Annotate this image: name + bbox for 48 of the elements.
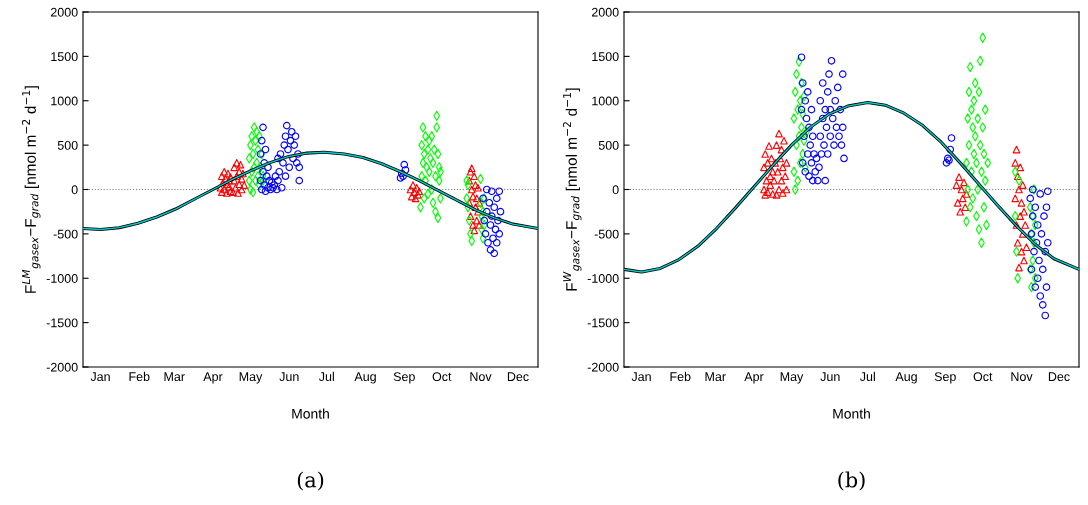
y-tick-label: 1500 (51, 52, 78, 62)
y-tick-label: 1500 (592, 52, 619, 62)
x-axis-title: Month (292, 408, 329, 419)
x-tick-label: Feb (129, 371, 150, 382)
x-tick-label: Jun (820, 372, 840, 382)
x-tick-label: Sep (934, 372, 956, 384)
y-tick-label: 1000 (592, 96, 619, 106)
x-tick-label: Nov (1011, 372, 1033, 382)
x-tick-label: Jun (279, 372, 299, 382)
x-tick-label: Apr (744, 372, 764, 384)
x-tick-label: Oct (973, 372, 993, 382)
text: F$^{LM}$$_{gasex}$−F$_{grad}$ [nmol m$^{−2}$ d$^{−1}$] (21, 86, 41, 293)
text: (b) (838, 471, 865, 491)
x-tick-label: Aug (895, 372, 917, 384)
y-tick-label: -500 (53, 229, 78, 239)
x-tick-label: Jul (859, 371, 875, 382)
y-tick-label: -500 (594, 229, 619, 239)
y-tick-label: 2000 (591, 7, 619, 17)
x-tick-label: May (780, 372, 804, 384)
x-tick-label: Mar (164, 372, 185, 382)
x-tick-label: Jan (90, 372, 110, 382)
y-tick-label: 2000 (50, 7, 78, 17)
text: F$^{W}$$_{gasex}$−F$_{grad}$ [nmol m$^{−2}$ d$^{−1}$] (562, 88, 582, 291)
y-tick-label: -1000 (587, 274, 619, 283)
y-tick-label: 1000 (51, 96, 78, 106)
y-tick-label: -2000 (587, 362, 619, 372)
text: (a) (297, 471, 324, 491)
x-tick-label: Dec (1048, 372, 1070, 382)
y-tick-label: -1500 (46, 318, 78, 328)
x-tick-label: Jan (631, 372, 651, 382)
x-tick-label: Jul (318, 371, 334, 382)
x-tick-label: Apr (203, 372, 223, 384)
y-tick-label: -1000 (46, 274, 78, 283)
x-tick-label: May (239, 372, 263, 384)
y-tick-label: 0 (71, 185, 78, 195)
x-axis-title: Month (833, 408, 870, 419)
y-tick-label: -1500 (587, 318, 619, 328)
y-tick-label: 500 (598, 140, 619, 150)
y-tick-label: -2000 (46, 362, 78, 372)
x-tick-label: Dec (507, 372, 529, 382)
y-tick-label: 0 (612, 185, 619, 195)
y-tick-label: 500 (57, 140, 78, 150)
x-tick-label: Mar (705, 372, 726, 382)
x-tick-label: Oct (432, 372, 452, 382)
x-tick-label: Aug (354, 372, 376, 384)
x-tick-label: Sep (393, 372, 415, 384)
x-tick-label: Nov (470, 372, 492, 382)
x-tick-label: Feb (670, 371, 691, 382)
